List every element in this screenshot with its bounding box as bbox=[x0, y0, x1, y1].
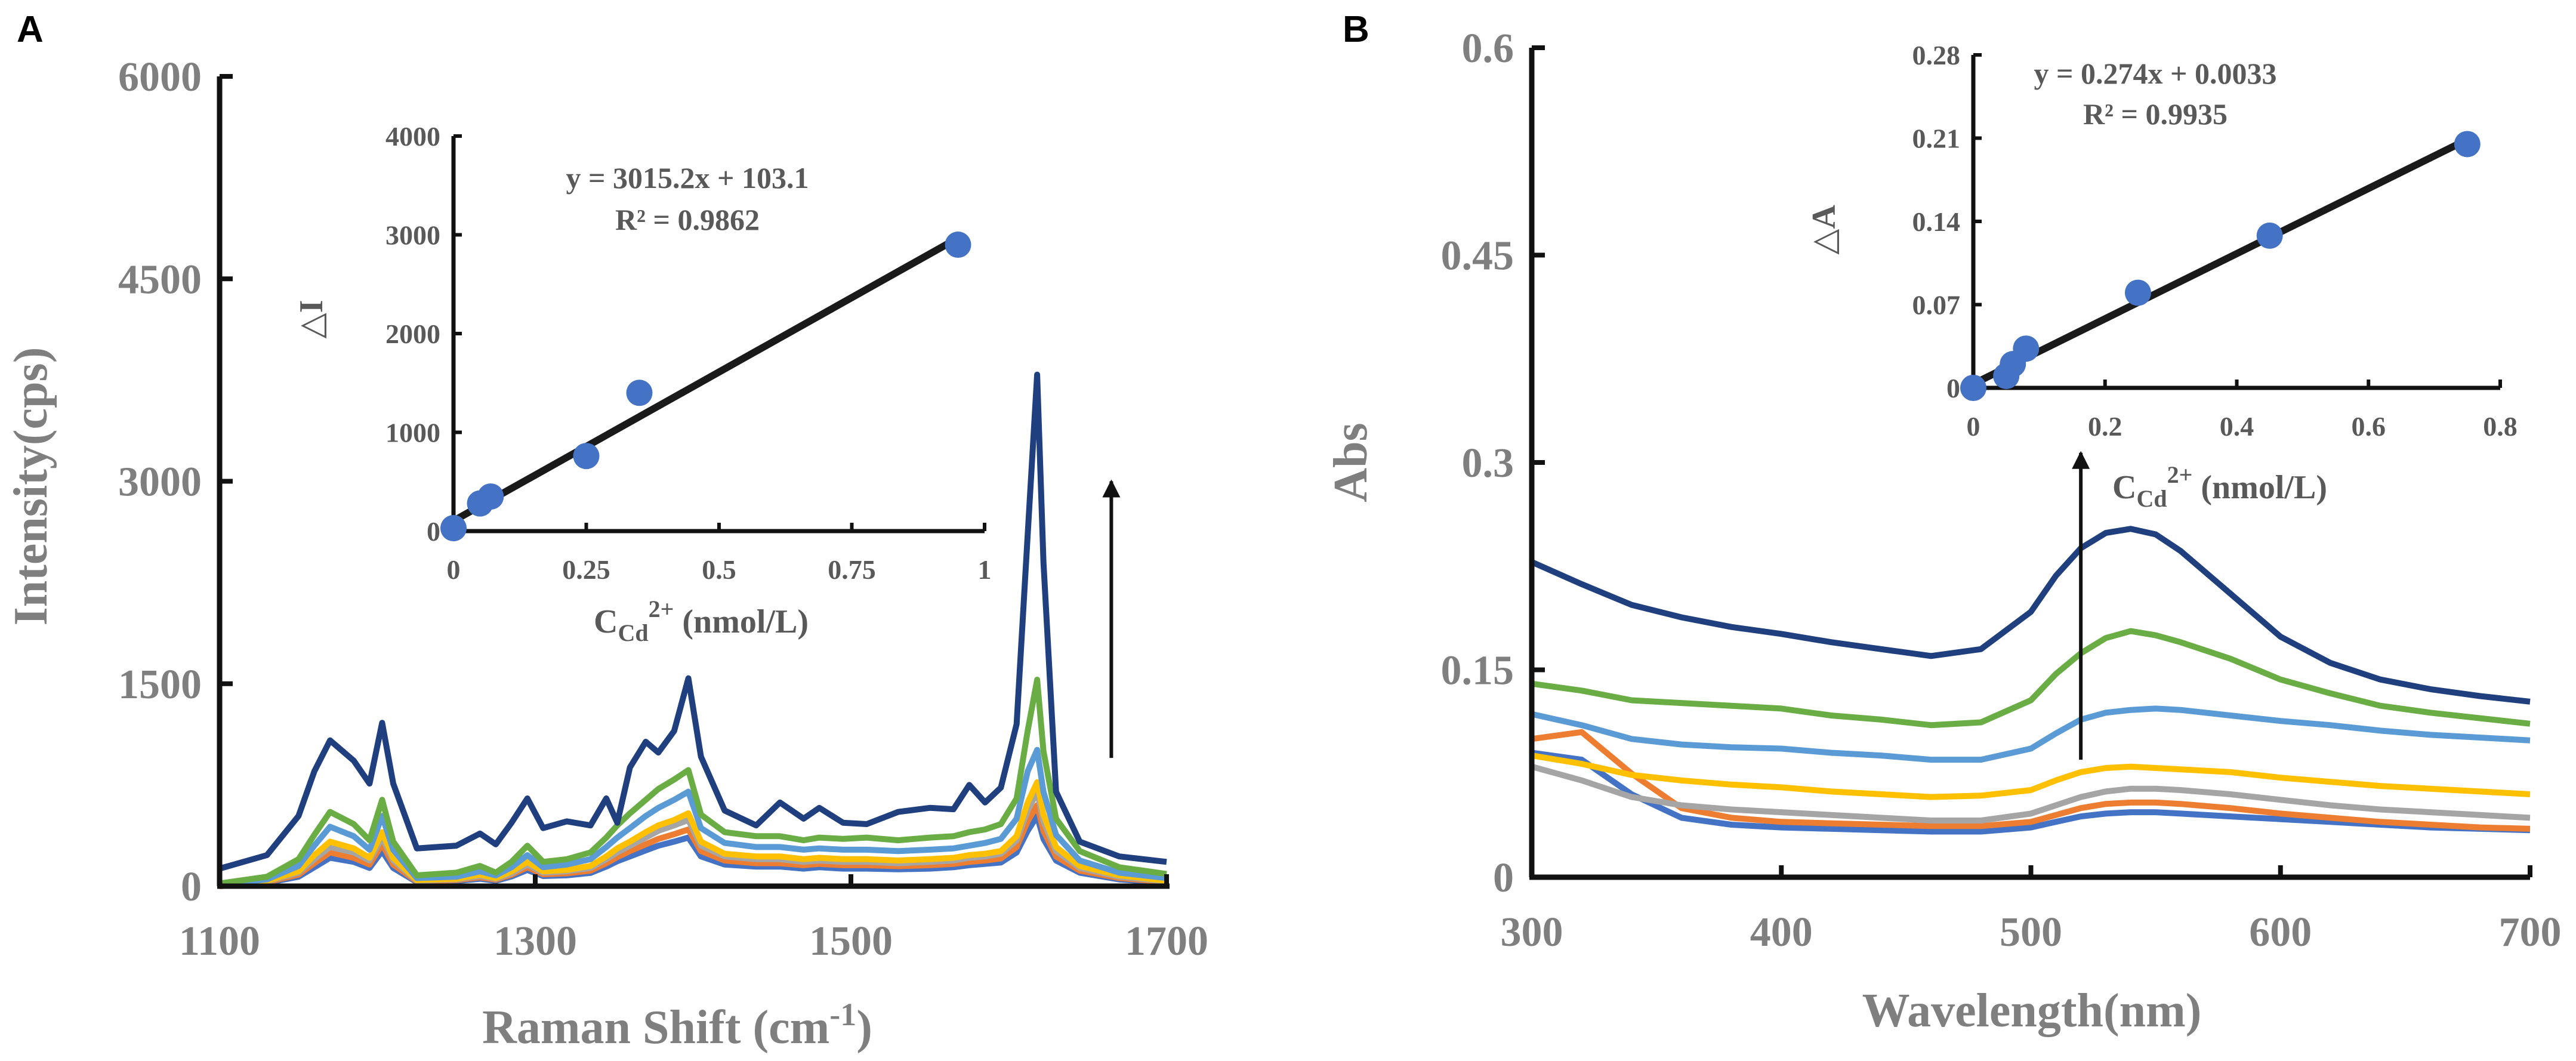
panel-a-inset-y-title: △I bbox=[293, 300, 330, 339]
panel-b-series-s5 bbox=[1531, 763, 2531, 823]
panel-a-fit-line bbox=[452, 235, 960, 525]
panel-b-fit-line bbox=[1972, 136, 2469, 387]
panel-a-inset-x-title: CCd2+ (nmol/L) bbox=[594, 596, 809, 646]
panel-a-y-ticks: 0 1500 3000 4500 6000 bbox=[118, 54, 233, 910]
panel-b-series-s2 bbox=[1531, 628, 2531, 729]
panel-a-fit-equation: y = 3015.2x + 103.1 bbox=[566, 161, 809, 195]
panel-a-series bbox=[218, 371, 1167, 889]
inset-y-tick-label: 2000 bbox=[385, 319, 440, 349]
panel-b-inset-ticks: 0 0.07 0.14 0.21 0.28 0 0.2 0.4 0.6 0.8 bbox=[1912, 40, 2518, 442]
inset-x-tick-label: 0.6 bbox=[2352, 411, 2386, 442]
panel-b-x-ticks: 300 400 500 600 700 bbox=[1501, 865, 2562, 955]
panel-a-inset-points bbox=[440, 232, 971, 542]
panel-a-fit-r2: R² = 0.9862 bbox=[615, 203, 760, 236]
panel-a-x-axis-title-main: Raman Shift (cm bbox=[482, 1001, 829, 1054]
inset-x-tick-label: 1 bbox=[978, 554, 992, 585]
x-tick-label: 400 bbox=[1750, 909, 1813, 955]
inset-x-tick-label: 0.75 bbox=[828, 554, 876, 585]
x-tick-label: 1300 bbox=[493, 918, 577, 964]
inset-data-point bbox=[2256, 222, 2283, 249]
inset-data-point bbox=[440, 515, 467, 542]
panel-a-x-axis-title: Raman Shift (cm-1) bbox=[482, 997, 872, 1054]
inset-y-tick-label: 0.14 bbox=[1912, 206, 1961, 237]
y-tick-label: 4500 bbox=[118, 257, 202, 303]
inset-x-tick-label: 0.4 bbox=[2220, 411, 2254, 442]
panel-b-series bbox=[1530, 526, 2531, 835]
x-tick-label: 700 bbox=[2499, 909, 2562, 955]
panel-b-inset: 0 0.07 0.14 0.21 0.28 0 0.2 0.4 0.6 0.8 y = 0.274… bbox=[1806, 40, 2518, 512]
x-tick-label: 1500 bbox=[809, 918, 893, 964]
y-tick-label: 0.15 bbox=[1441, 648, 1514, 694]
x-tick-label: 1100 bbox=[179, 918, 260, 964]
inset-x-tick-label: 0.2 bbox=[2088, 411, 2122, 442]
panel-b-inset-y-title: △A bbox=[1806, 205, 1843, 255]
panel-b-series-s3 bbox=[1531, 705, 2531, 763]
inset-data-point bbox=[1960, 375, 1986, 401]
panel-b-inset-points bbox=[1960, 131, 2481, 401]
inset-x-tick-label: 0.5 bbox=[702, 554, 736, 585]
y-tick-label: 0 bbox=[181, 864, 202, 910]
panel-b-series-s1 bbox=[1530, 526, 2531, 705]
inset-x-tick-label: 0.25 bbox=[562, 554, 610, 585]
panel-b: B 0 0.15 0.3 0.45 0.6 300 400 500 600 700 Abs Wa… bbox=[1325, 9, 2562, 1037]
y-tick-label: 0 bbox=[1493, 855, 1514, 901]
panel-a-y-axis-title: Intensity(cps) bbox=[5, 347, 57, 626]
inset-x-tick-label: 0 bbox=[447, 554, 461, 585]
inset-x-tick-label: 0 bbox=[1967, 411, 1980, 442]
inset-y-tick-label: 0 bbox=[427, 516, 440, 547]
inset-y-tick-label: 0 bbox=[1946, 373, 1960, 403]
y-tick-label: 0.3 bbox=[1462, 440, 1514, 486]
panel-b-fit-equation: y = 0.274x + 0.0033 bbox=[2034, 57, 2277, 90]
panel-b-label: B bbox=[1343, 9, 1369, 50]
inset-y-tick-label: 0.28 bbox=[1912, 40, 1961, 70]
inset-y-tick-label: 0.07 bbox=[1912, 290, 1961, 320]
inset-data-point bbox=[945, 232, 971, 258]
inset-data-point bbox=[573, 443, 600, 470]
panel-b-y-ticks: 0 0.15 0.3 0.45 0.6 bbox=[1441, 26, 1545, 901]
panel-b-fit-r2: R² = 0.9935 bbox=[2083, 97, 2228, 131]
panel-a-series-s4 bbox=[219, 779, 1167, 889]
x-tick-label: 1700 bbox=[1125, 918, 1208, 964]
y-tick-label: 0.45 bbox=[1441, 233, 1514, 279]
panel-a-x-axis-title-close: ) bbox=[856, 1001, 872, 1054]
panel-b-series-s6 bbox=[1531, 729, 2531, 832]
inset-data-point bbox=[2124, 279, 2151, 306]
panel-a-inset: 0 1000 2000 3000 4000 0 0.25 0.5 0.75 1 y = 3015.… bbox=[293, 121, 992, 646]
inset-data-point bbox=[626, 380, 653, 406]
inset-data-point bbox=[477, 483, 504, 510]
x-tick-label: 600 bbox=[2249, 909, 2312, 955]
panel-a-inset-ticks: 0 1000 2000 3000 4000 0 0.25 0.5 0.75 1 bbox=[385, 121, 992, 585]
inset-y-tick-label: 0.21 bbox=[1912, 124, 1961, 154]
panel-b-inset-x-title: CCd2+ (nmol/L) bbox=[2112, 461, 2327, 512]
y-tick-label: 3000 bbox=[118, 459, 202, 505]
inset-data-point bbox=[2454, 131, 2481, 158]
inset-y-tick-label: 1000 bbox=[385, 418, 440, 448]
y-tick-label: 1500 bbox=[118, 662, 202, 708]
panel-b-series-s4 bbox=[1531, 752, 2531, 800]
y-tick-label: 6000 bbox=[118, 54, 202, 100]
panel-a-x-ticks: 1100 1300 1500 1700 bbox=[179, 874, 1208, 964]
x-tick-label: 500 bbox=[2000, 909, 2062, 955]
x-tick-label: 300 bbox=[1501, 909, 1563, 955]
inset-data-point bbox=[2013, 335, 2040, 362]
inset-y-tick-label: 3000 bbox=[385, 220, 440, 251]
panel-a-series-s1 bbox=[218, 371, 1167, 872]
inset-y-tick-label: 4000 bbox=[385, 121, 440, 152]
panel-a-x-axis-title-sup: -1 bbox=[829, 997, 856, 1032]
panel-b-y-axis-title: Abs bbox=[1325, 422, 1377, 502]
panel-a-label: A bbox=[17, 9, 44, 50]
y-tick-label: 0.6 bbox=[1462, 26, 1514, 72]
inset-x-tick-label: 0.8 bbox=[2483, 411, 2518, 442]
panel-b-x-axis-title: Wavelength(nm) bbox=[1862, 985, 2202, 1037]
panel-b-series-s7 bbox=[1531, 750, 2531, 835]
panel-a-series-s2 bbox=[219, 677, 1167, 887]
panel-a: A 0 1500 3000 4500 6000 1100 1300 1500 1700 Int… bbox=[5, 9, 1208, 1054]
